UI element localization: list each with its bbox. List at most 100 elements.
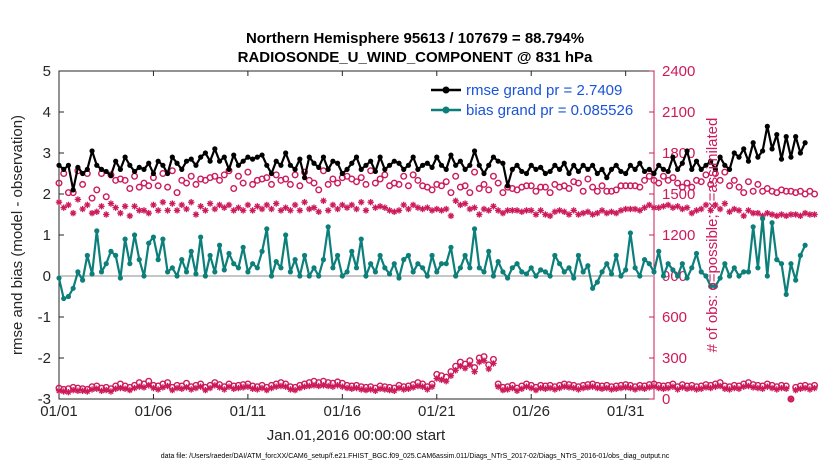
left-y-tick-label: 3 — [43, 145, 51, 162]
bias-point — [264, 226, 270, 232]
obs-count-high-series — [55, 167, 819, 220]
obs-assimilated-high-point — [202, 207, 209, 214]
bias-point — [571, 275, 577, 281]
bias-point — [580, 269, 586, 275]
rmse-point — [160, 162, 166, 168]
obs-possible-high-point — [589, 183, 597, 191]
rmse-point — [320, 154, 327, 160]
obs-assimilated-low-point — [745, 382, 752, 390]
rmse-point — [89, 148, 95, 154]
left-y-tick-label: 1 — [43, 227, 51, 244]
obs-assimilated-low-point — [650, 383, 658, 390]
obs-assimilated-low-point — [485, 365, 492, 373]
obs-assimilated-low-point — [466, 361, 474, 369]
obs-assimilated-high-point — [140, 207, 148, 214]
obs-possible-high-point — [230, 185, 238, 193]
obs-possible-high-point — [121, 176, 129, 184]
rmse-point — [278, 162, 284, 168]
bias-point — [174, 273, 180, 279]
obs-assimilated-high-point — [731, 205, 738, 213]
obs-possible-high-point — [234, 172, 242, 180]
bias-point — [382, 265, 388, 271]
bias-point — [608, 271, 615, 277]
data-file-footer: data file: /Users/raeder/DAI/ATM_forcXX/… — [161, 453, 670, 460]
bias-point — [335, 252, 341, 259]
bias-point — [65, 293, 72, 300]
obs-assimilated-high-point — [707, 207, 714, 214]
rmse-point — [764, 123, 770, 129]
obs-possible-high-point — [395, 180, 403, 188]
rmse-point — [221, 154, 227, 160]
bias-point — [505, 275, 511, 281]
bias-point — [575, 252, 582, 259]
obs-assimilated-high-point — [103, 211, 110, 218]
obs-possible-high-point — [93, 186, 101, 194]
obs-assimilated-high-point — [287, 207, 294, 214]
bias-point — [301, 252, 308, 259]
bias-point — [448, 244, 454, 250]
obs-assimilated-low-point — [287, 386, 294, 393]
right-y-tick-label: 300 — [662, 350, 687, 367]
rmse-point — [250, 156, 256, 162]
bias-point — [235, 265, 242, 271]
bias-point — [731, 265, 737, 271]
bias-point — [287, 269, 293, 275]
rmse-point — [793, 134, 799, 140]
bias-point — [306, 273, 312, 279]
rmse-point — [585, 166, 591, 172]
bias-point — [778, 261, 785, 267]
rmse-point — [311, 160, 317, 166]
rmse-point — [528, 162, 534, 168]
bias-point — [689, 265, 695, 271]
bias-point — [547, 273, 553, 279]
obs-assimilated-high-point — [452, 197, 459, 205]
rmse-point — [330, 158, 336, 164]
obs-possible-high-point — [102, 193, 110, 201]
bias-point — [651, 269, 657, 275]
rmse-point — [670, 154, 676, 160]
bias-point — [675, 273, 681, 279]
obs-assimilated-high-point — [613, 209, 620, 217]
bias-point — [656, 248, 662, 254]
x-tick-label: 01/06 — [135, 403, 173, 420]
obs-assimilated-low-point — [320, 382, 327, 389]
obs-assimilated-low-point — [414, 382, 422, 390]
obs-assimilated-high-point — [282, 204, 289, 211]
bias-point — [424, 273, 430, 279]
rmse-point — [590, 162, 596, 168]
rmse-point — [774, 131, 780, 138]
rmse-point — [188, 156, 194, 162]
obs-assimilated-low-point — [797, 385, 804, 392]
rmse-point — [788, 154, 794, 160]
rmse-point — [500, 160, 506, 166]
obs-possible-high-point — [164, 183, 172, 191]
obs-assimilated-low-point — [126, 386, 134, 394]
left-y-tick-label: 0 — [43, 268, 51, 285]
obs-assimilated-low-point — [69, 386, 77, 394]
obs-assimilated-high-point — [79, 205, 86, 213]
rmse-point — [335, 160, 341, 166]
obs-possible-high-point — [376, 175, 384, 183]
obs-assimilated-low-point — [424, 386, 431, 393]
obs-assimilated-high-point — [367, 199, 374, 206]
obs-assimilated-low-point — [518, 385, 525, 392]
obs-possible-high-point — [249, 180, 257, 188]
bias-point — [292, 257, 298, 263]
bias-point — [160, 236, 166, 242]
bias-point — [141, 273, 147, 279]
rmse-series — [56, 123, 808, 193]
bias-point — [240, 244, 246, 250]
obs-assimilated-low-point — [438, 376, 445, 384]
obs-assimilated-high-point — [55, 199, 63, 206]
obs-assimilated-low-point — [221, 386, 228, 393]
rmse-point — [703, 162, 709, 168]
bias-point — [618, 273, 624, 279]
obs-possible-high-point — [659, 172, 667, 180]
bias-point — [84, 252, 90, 259]
bias-point — [542, 269, 548, 275]
bias-point — [207, 252, 213, 259]
left-y-tick-label: -2 — [38, 350, 51, 367]
obs-possible-high-point — [187, 172, 195, 180]
obs-assimilated-low-point — [627, 384, 634, 392]
bias-point — [467, 265, 473, 271]
